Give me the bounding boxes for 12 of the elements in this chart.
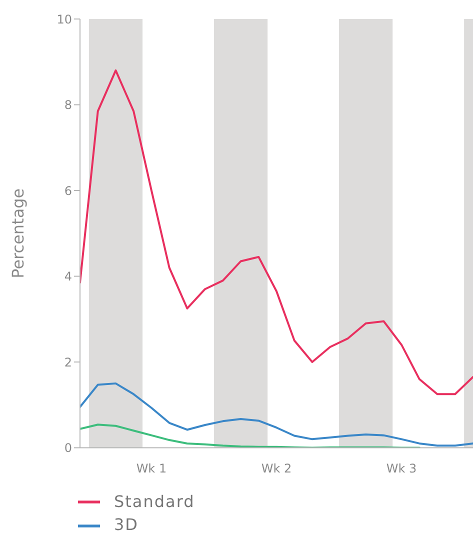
legend-label: Standard <box>114 492 195 511</box>
y-tick-label: 0 <box>64 441 72 456</box>
y-tick-label: 2 <box>64 355 72 370</box>
x-tick-label: Wk 1 <box>136 461 167 476</box>
y-tick-label: 8 <box>64 98 72 112</box>
y-tick-label: 6 <box>64 184 72 198</box>
y-axis-title: Percentage <box>8 188 28 278</box>
legend-label: 3D <box>114 515 138 534</box>
y-tick-label: 10 <box>56 12 72 26</box>
x-tick-label: Wk 3 <box>386 461 417 476</box>
x-tick-label: Wk 2 <box>261 461 292 476</box>
y-tick-label: 4 <box>64 270 72 284</box>
